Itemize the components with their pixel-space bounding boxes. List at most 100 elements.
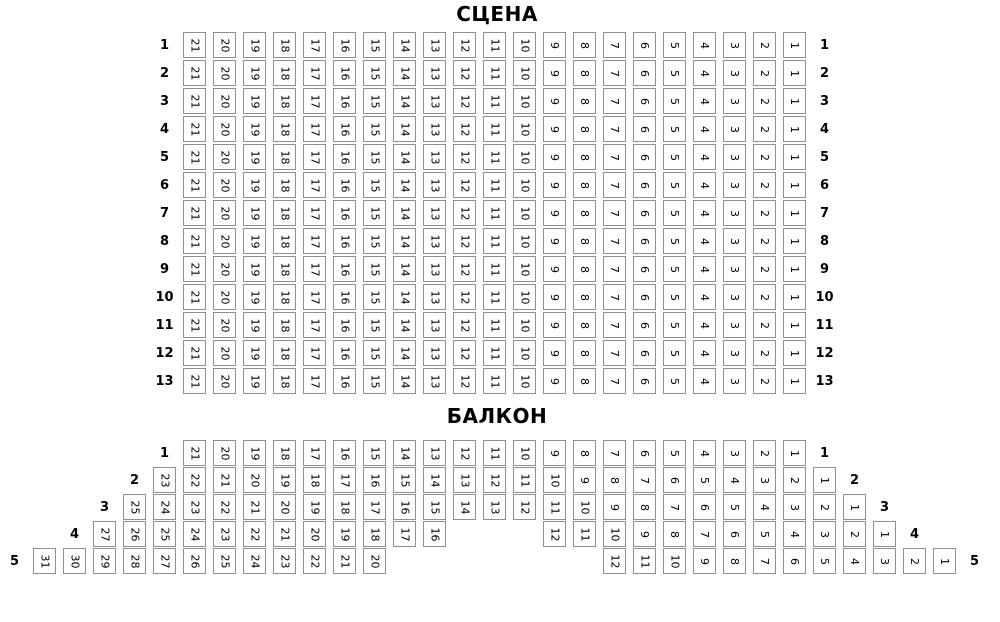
seat[interactable]: 19	[243, 32, 266, 58]
seat[interactable]: 2	[903, 548, 926, 574]
seat[interactable]: 10	[513, 228, 536, 254]
seat[interactable]: 24	[183, 521, 206, 547]
seat[interactable]: 18	[273, 256, 296, 282]
seat[interactable]: 15	[363, 368, 386, 394]
seat[interactable]: 17	[303, 32, 326, 58]
seat[interactable]: 8	[573, 32, 596, 58]
seat[interactable]: 20	[213, 340, 236, 366]
seat[interactable]: 16	[333, 256, 356, 282]
seat[interactable]: 3	[723, 32, 746, 58]
seat[interactable]: 17	[303, 200, 326, 226]
seat[interactable]: 11	[483, 256, 506, 282]
seat[interactable]: 14	[393, 172, 416, 198]
seat[interactable]: 8	[573, 440, 596, 466]
seat[interactable]: 3	[753, 467, 776, 493]
seat[interactable]: 5	[663, 340, 686, 366]
seat[interactable]: 4	[693, 340, 716, 366]
seat[interactable]: 21	[183, 312, 206, 338]
seat[interactable]: 2	[813, 494, 836, 520]
seat[interactable]: 7	[603, 116, 626, 142]
seat[interactable]: 10	[513, 200, 536, 226]
seat[interactable]: 18	[273, 60, 296, 86]
seat[interactable]: 5	[663, 144, 686, 170]
seat[interactable]: 2	[753, 88, 776, 114]
seat[interactable]: 1	[783, 340, 806, 366]
seat[interactable]: 14	[393, 144, 416, 170]
seat[interactable]: 5	[663, 172, 686, 198]
seat[interactable]: 14	[393, 88, 416, 114]
seat[interactable]: 7	[603, 284, 626, 310]
seat[interactable]: 14	[393, 440, 416, 466]
seat[interactable]: 3	[723, 60, 746, 86]
seat[interactable]: 8	[573, 312, 596, 338]
seat[interactable]: 9	[633, 521, 656, 547]
seat[interactable]: 26	[123, 521, 146, 547]
seat[interactable]: 1	[783, 116, 806, 142]
seat[interactable]: 10	[603, 521, 626, 547]
seat[interactable]: 4	[693, 60, 716, 86]
seat[interactable]: 20	[213, 172, 236, 198]
seat[interactable]: 19	[303, 494, 326, 520]
seat[interactable]: 16	[333, 312, 356, 338]
seat[interactable]: 27	[93, 521, 116, 547]
seat[interactable]: 19	[243, 228, 266, 254]
seat[interactable]: 12	[453, 284, 476, 310]
seat[interactable]: 18	[273, 116, 296, 142]
seat[interactable]: 10	[513, 88, 536, 114]
seat[interactable]: 14	[393, 228, 416, 254]
seat[interactable]: 5	[693, 467, 716, 493]
seat[interactable]: 16	[333, 60, 356, 86]
seat[interactable]: 9	[603, 494, 626, 520]
seat[interactable]: 16	[333, 284, 356, 310]
seat[interactable]: 5	[753, 521, 776, 547]
seat[interactable]: 12	[453, 440, 476, 466]
seat[interactable]: 15	[363, 144, 386, 170]
seat[interactable]: 8	[573, 88, 596, 114]
seat[interactable]: 23	[273, 548, 296, 574]
seat[interactable]: 19	[243, 256, 266, 282]
seat[interactable]: 19	[243, 200, 266, 226]
seat[interactable]: 2	[753, 200, 776, 226]
seat[interactable]: 11	[483, 116, 506, 142]
seat[interactable]: 1	[783, 144, 806, 170]
seat[interactable]: 12	[513, 494, 536, 520]
seat[interactable]: 16	[333, 88, 356, 114]
seat[interactable]: 21	[183, 88, 206, 114]
seat[interactable]: 7	[603, 144, 626, 170]
seat[interactable]: 8	[573, 172, 596, 198]
seat[interactable]: 5	[663, 200, 686, 226]
seat[interactable]: 18	[273, 144, 296, 170]
seat[interactable]: 25	[123, 494, 146, 520]
seat[interactable]: 21	[273, 521, 296, 547]
seat[interactable]: 17	[393, 521, 416, 547]
seat[interactable]: 19	[243, 60, 266, 86]
seat[interactable]: 24	[153, 494, 176, 520]
seat[interactable]: 2	[753, 312, 776, 338]
seat[interactable]: 3	[873, 548, 896, 574]
seat[interactable]: 6	[783, 548, 806, 574]
seat[interactable]: 9	[543, 284, 566, 310]
seat[interactable]: 9	[543, 340, 566, 366]
seat[interactable]: 13	[453, 467, 476, 493]
seat[interactable]: 21	[183, 368, 206, 394]
seat[interactable]: 21	[333, 548, 356, 574]
seat[interactable]: 1	[873, 521, 896, 547]
seat[interactable]: 12	[453, 172, 476, 198]
seat[interactable]: 7	[603, 172, 626, 198]
seat[interactable]: 20	[273, 494, 296, 520]
seat[interactable]: 19	[273, 467, 296, 493]
seat[interactable]: 4	[693, 144, 716, 170]
seat[interactable]: 16	[333, 228, 356, 254]
seat[interactable]: 14	[453, 494, 476, 520]
seat[interactable]: 14	[423, 467, 446, 493]
seat[interactable]: 24	[243, 548, 266, 574]
seat[interactable]: 12	[453, 116, 476, 142]
seat[interactable]: 3	[723, 312, 746, 338]
seat[interactable]: 1	[783, 32, 806, 58]
seat[interactable]: 2	[753, 116, 776, 142]
seat[interactable]: 1	[783, 312, 806, 338]
seat[interactable]: 21	[183, 284, 206, 310]
seat[interactable]: 14	[393, 312, 416, 338]
seat[interactable]: 20	[213, 440, 236, 466]
seat[interactable]: 8	[573, 256, 596, 282]
